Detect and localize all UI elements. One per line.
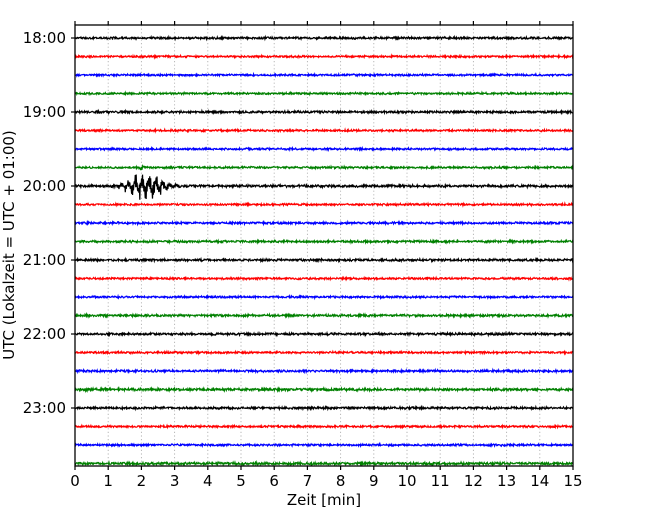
y-tick-label: 22:00 xyxy=(23,325,66,343)
tick-marks xyxy=(71,21,574,470)
trace-1930 xyxy=(74,145,574,153)
x-tick-label: 1 xyxy=(103,472,113,490)
x-tick-label: 0 xyxy=(70,472,80,490)
x-tick-label: 11 xyxy=(431,472,450,490)
y-tick-label: 18:00 xyxy=(23,29,66,47)
x-tick-label: 10 xyxy=(397,472,416,490)
x-gridlines xyxy=(107,25,541,466)
trace-2030 xyxy=(74,219,574,227)
trace-group xyxy=(74,34,574,467)
trace-1945 xyxy=(74,164,574,171)
trace-2100 xyxy=(74,256,574,264)
trace-1815 xyxy=(74,53,574,60)
y-tick-label: 21:00 xyxy=(23,251,66,269)
x-tick-label: 14 xyxy=(530,472,549,490)
x-tick-label: 9 xyxy=(369,472,379,490)
y-tick-label: 19:00 xyxy=(23,103,66,121)
y-tick-label: 20:00 xyxy=(23,177,66,195)
trace-2115 xyxy=(74,275,574,282)
trace-1900 xyxy=(74,108,574,116)
trace-2045 xyxy=(74,238,574,245)
x-tick-label: 3 xyxy=(170,472,180,490)
x-tick-label: 15 xyxy=(563,472,582,490)
trace-2230 xyxy=(74,367,574,375)
x-tick-label: 12 xyxy=(464,472,483,490)
axes-frame xyxy=(74,24,574,467)
x-tick-label: 6 xyxy=(269,472,279,490)
trace-2145 xyxy=(74,311,574,319)
y-tick-labels: 18:00 19:00 20:00 21:00 22:00 23:00 xyxy=(23,29,66,417)
trace-2130 xyxy=(74,293,574,301)
trace-2015 xyxy=(74,201,574,208)
x-tick-label: 8 xyxy=(336,472,346,490)
y-axis-label: UTC (Lokalzeit = UTC + 01:00) xyxy=(0,130,18,360)
trace-2000 xyxy=(74,174,574,200)
axes-background xyxy=(75,25,573,466)
trace-2330 xyxy=(74,441,574,449)
trace-2300 xyxy=(74,404,574,412)
trace-2245 xyxy=(74,385,574,394)
x-tick-label: 13 xyxy=(497,472,516,490)
x-tick-label: 4 xyxy=(203,472,213,490)
trace-2200 xyxy=(74,330,574,338)
trace-1845 xyxy=(74,90,574,97)
x-axis-label: Zeit [min] xyxy=(287,491,361,509)
trace-1830 xyxy=(74,71,574,78)
trace-2315 xyxy=(74,423,574,430)
x-tick-labels: 0 1 2 3 4 5 6 7 8 9 10 11 12 13 14 15 xyxy=(70,472,582,490)
trace-2345 xyxy=(74,459,574,467)
trace-1915 xyxy=(74,127,574,134)
y-tick-label: 23:00 xyxy=(23,399,66,417)
x-tick-label: 5 xyxy=(236,472,246,490)
x-tick-label: 7 xyxy=(303,472,313,490)
x-tick-label: 2 xyxy=(137,472,147,490)
trace-2215 xyxy=(74,349,574,356)
trace-1800 xyxy=(74,34,574,42)
